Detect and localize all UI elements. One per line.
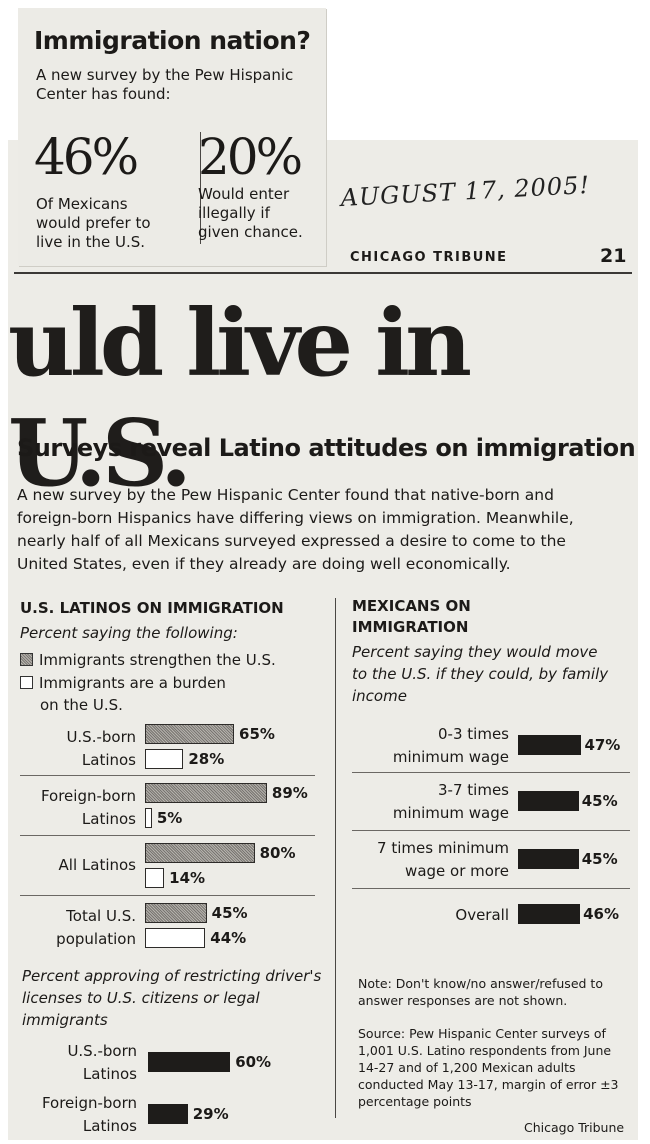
stat-20-caption: Would enter illegally if given chance. <box>198 185 303 241</box>
licenses-value-label: 60% <box>235 1053 272 1071</box>
mexicans-bar <box>518 904 581 924</box>
stat-46-percent: 46% <box>34 128 139 186</box>
us-latinos-category-label: U.S.-born Latinos <box>66 728 136 769</box>
us-latinos-value-label: 14% <box>169 869 206 887</box>
us-latinos-value-label: 45% <box>211 904 248 922</box>
mexicans-category-label: 3-7 times minimum wage <box>392 781 509 822</box>
newspaper-page <box>8 140 638 1140</box>
headline: uld live in U.S. <box>8 289 472 507</box>
us-latinos-category-label: All Latinos <box>58 856 136 874</box>
us-latinos-row-divider <box>20 775 315 776</box>
us-latinos-bar <box>145 749 184 769</box>
deck-headline: Surveys reveal Latino attitudes on immig… <box>17 434 636 462</box>
us-latinos-subtitle: Percent saying the following: <box>20 624 238 642</box>
credit-line: Chicago Tribune <box>524 1120 625 1135</box>
stat-20-percent: 20% <box>198 128 303 186</box>
us-latinos-value-label: 5% <box>156 809 183 827</box>
licenses-value-label: 29% <box>192 1105 229 1123</box>
mexicans-category-label: 7 times minimum wage or more <box>377 839 509 880</box>
chart-source: Source: Pew Hispanic Center surveys of 1… <box>358 1026 619 1109</box>
us-latinos-bar <box>145 843 255 863</box>
mexicans-bar <box>518 849 579 869</box>
us-latinos-bar <box>145 783 267 803</box>
us-latinos-bar <box>145 868 165 888</box>
mexicans-title: MEXICANS ON IMMIGRATION <box>352 597 471 636</box>
stat-46-caption: Of Mexicans would prefer to live in the … <box>36 195 151 251</box>
newspaper-name: CHICAGO TRIBUNE <box>350 250 508 265</box>
legend-strengthen: Immigrants strengthen the U.S. <box>20 649 276 671</box>
mexicans-value-label: 46% <box>583 905 619 923</box>
mexicans-category-label: Overall <box>455 906 509 924</box>
legend-burden-line2: on the U.S. <box>40 696 123 714</box>
us-latinos-bar <box>145 903 207 923</box>
mexicans-bar <box>518 791 579 811</box>
us-latinos-value-label: 89% <box>271 784 308 802</box>
us-latinos-bar <box>145 928 206 948</box>
licenses-subtitle: Percent approving of restricting driver'… <box>22 967 322 1029</box>
licenses-bar <box>148 1052 231 1072</box>
us-latinos-title: U.S. LATINOS ON IMMIGRATION <box>20 599 284 617</box>
us-latinos-category-label: Total U.S. population <box>56 907 136 948</box>
mexicans-row-divider <box>352 772 630 773</box>
us-latinos-bar <box>145 724 235 744</box>
clipping-title: Immigration nation? <box>34 26 311 55</box>
column-divider <box>335 598 336 1118</box>
licenses-category-label: Foreign-born Latinos <box>41 1094 137 1135</box>
page-number: 21 <box>600 245 627 267</box>
clipping-sidebar: Immigration nation? A new survey by the … <box>18 8 326 266</box>
mexicans-row-divider <box>352 830 630 831</box>
mexicans-bar <box>518 735 582 755</box>
licenses-bar <box>148 1104 188 1124</box>
us-latinos-bar <box>145 808 152 828</box>
mexicans-value-label: 45% <box>581 792 618 810</box>
us-latinos-value-label: 65% <box>239 725 275 743</box>
mexicans-subtitle: Percent saying they would move to the U.… <box>352 643 609 705</box>
us-latinos-value-label: 28% <box>188 750 225 768</box>
clipping-subtitle: A new survey by the Pew Hispanic Center … <box>36 66 294 103</box>
legend-shaded-swatch <box>20 653 33 666</box>
us-latinos-row-divider <box>20 835 315 836</box>
us-latinos-value-label: 44% <box>210 929 247 947</box>
mexicans-category-label: 0-3 times minimum wage <box>392 725 509 766</box>
us-latinos-value-label: 80% <box>259 844 296 862</box>
legend-empty-swatch <box>20 676 33 689</box>
legend-burden: Immigrants are a burden <box>20 672 226 694</box>
us-latinos-category-label: Foreign-born Latinos <box>40 787 136 828</box>
clipping-divider <box>200 132 201 244</box>
mexicans-value-label: 47% <box>584 736 621 754</box>
intro-paragraph: A new survey by the Pew Hispanic Center … <box>17 486 574 573</box>
us-latinos-row-divider <box>20 895 315 896</box>
mexicans-value-label: 45% <box>581 850 618 868</box>
chart-note: Note: Don't know/no answer/refused to an… <box>358 976 603 1008</box>
header-rule <box>14 272 632 274</box>
licenses-category-label: U.S.-born Latinos <box>67 1042 137 1083</box>
mexicans-row-divider <box>352 888 630 889</box>
